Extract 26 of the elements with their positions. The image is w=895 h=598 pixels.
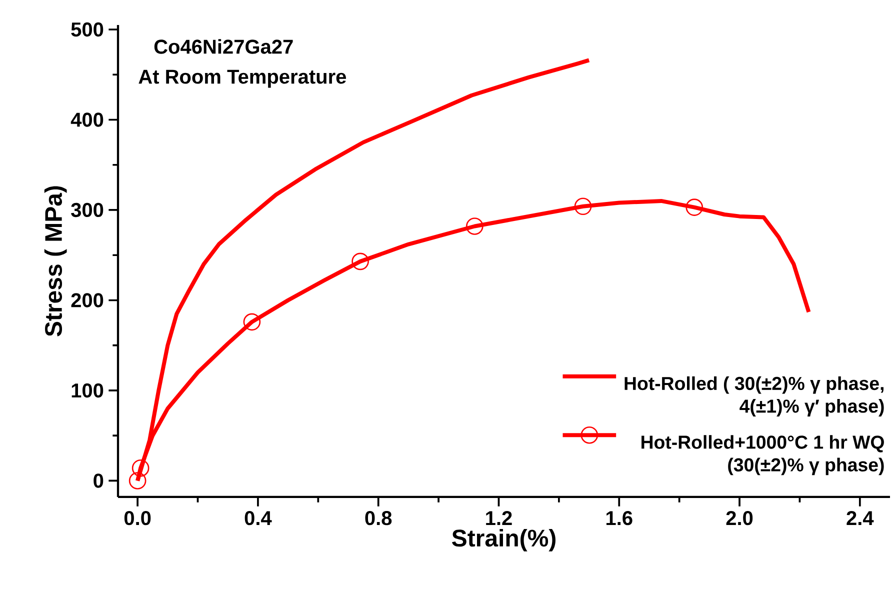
annotation: Co46Ni27Ga27 [154, 39, 293, 54]
x-tick-label: 0.8 [365, 511, 392, 526]
y-tick-label: 400 [70, 112, 104, 127]
x-axis-title: Strain(%) [452, 529, 556, 552]
x-tick-label: 2.4 [846, 511, 874, 525]
y-tick-label: 0 [94, 474, 104, 488]
x-tick-label: 1.6 [606, 511, 632, 526]
point [128, 472, 146, 490]
y-tick-label: 300 [71, 202, 104, 218]
point [352, 252, 369, 270]
annotation: At Room Temperature [138, 70, 346, 88]
point [243, 313, 261, 331]
y-tick-label: 200 [71, 293, 104, 308]
point [686, 198, 704, 216]
x-tick-label: 0.4 [244, 511, 272, 526]
legend-label: Hot-Rolled ( 30(±2)% γ phase, 4(±1)% γ′ phase) [624, 376, 884, 416]
x-tick-label: 0.0 [124, 511, 151, 526]
y-tick-label: 100 [72, 383, 104, 398]
x-tick-label: 2.0 [726, 511, 753, 526]
point [132, 459, 150, 477]
x-tick-label: 1.2 [486, 511, 512, 525]
y-tick-label: 500 [71, 22, 104, 37]
y-axis-title: Stress ( MPa) [44, 186, 67, 336]
legend-label: Hot-Rolled+1000°C 1 hr WQ (30(±2)% γ phase) [642, 435, 884, 476]
point [574, 198, 592, 216]
point [466, 218, 484, 235]
